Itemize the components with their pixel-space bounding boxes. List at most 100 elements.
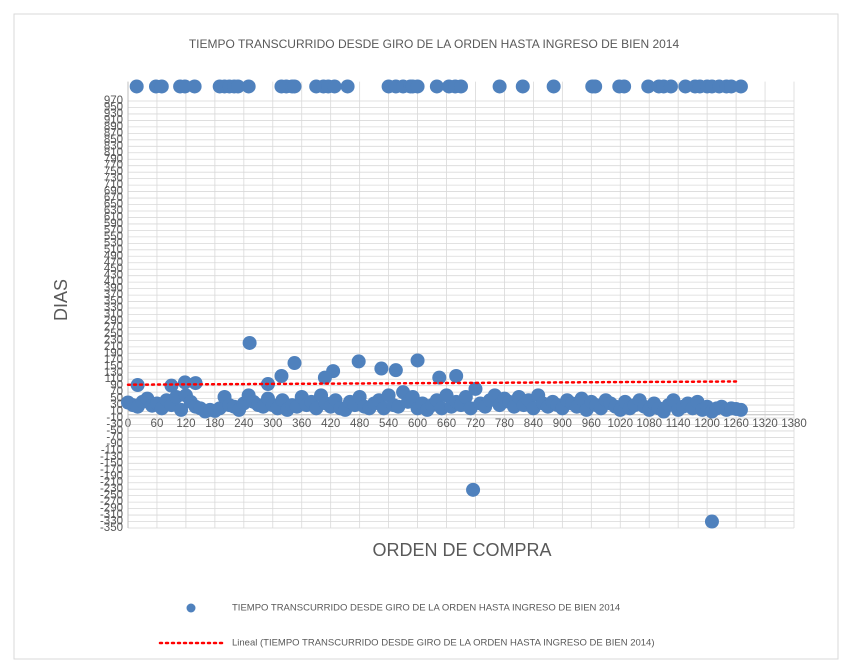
y-tick-label: 950: [104, 102, 123, 114]
point: [588, 79, 603, 94]
y-tick-label: 370: [104, 289, 123, 301]
legend-label: Lineal (TIEMPO TRANSCURRIDO DESDE GIRO D…: [232, 638, 655, 649]
y-tick-label: 550: [104, 231, 123, 243]
point: [287, 79, 302, 94]
y-tick-label: 750: [104, 166, 123, 178]
x-tick-label: 120: [176, 418, 195, 430]
y-tick-label: 130: [104, 367, 123, 379]
y-tick-label: 230: [104, 334, 123, 346]
y-tick-label: 870: [104, 127, 123, 139]
y-tick-label: 10: [110, 406, 123, 418]
y-tick-label: -190: [100, 470, 123, 482]
x-tick-label: 1020: [607, 418, 633, 430]
y-tick-label: -50: [106, 425, 123, 437]
x-tick-label: 1140: [666, 418, 691, 430]
trend-line: [126, 380, 740, 386]
y-tick-label: -90: [106, 438, 123, 450]
y-tick-label: -110: [101, 444, 123, 456]
x-tick-label: 780: [495, 418, 514, 430]
y-tick-label: 70: [110, 386, 123, 398]
y-tick-label: -70: [106, 431, 123, 443]
y-tick-label: -350: [100, 522, 123, 534]
x-tick-label: 840: [524, 418, 543, 430]
y-tick-label: 190: [104, 347, 123, 359]
y-tick-label: 970: [104, 95, 123, 107]
point: [130, 378, 145, 393]
y-tick-label: 670: [104, 192, 123, 204]
point: [458, 389, 473, 404]
y-tick-label: 310: [104, 309, 123, 321]
y-tick-label: 530: [104, 237, 123, 249]
point: [454, 79, 468, 94]
y-tick-label: 590: [104, 218, 123, 230]
legend-label: TIEMPO TRANSCURRIDO DESDE GIRO DE LA ORD…: [232, 603, 620, 614]
chart-title: TIEMPO TRANSCURRIDO DESDE GIRO DE LA ORD…: [189, 37, 680, 51]
y-tick-label: 610: [104, 211, 123, 223]
y-tick-label: -310: [100, 509, 123, 521]
point: [733, 402, 748, 417]
y-tick-label: 810: [104, 147, 123, 159]
point: [546, 79, 561, 94]
point: [432, 370, 447, 385]
x-tick-label: 360: [292, 418, 311, 430]
y-tick-label: 490: [104, 250, 123, 262]
y-tick-label: -130: [100, 451, 123, 463]
point: [174, 402, 189, 417]
point: [327, 79, 342, 94]
point: [317, 370, 332, 385]
x-tick-label: 300: [263, 418, 282, 430]
point: [129, 79, 144, 94]
y-tick-label: -210: [100, 477, 123, 489]
y-tick-label: 50: [110, 393, 123, 405]
point: [733, 79, 748, 94]
point: [187, 79, 202, 94]
x-tick-label: 180: [205, 418, 224, 430]
y-tick-label: 850: [104, 134, 123, 146]
point: [231, 79, 246, 94]
y-tick-label: 630: [104, 205, 123, 217]
y-tick-label: 110: [105, 373, 123, 385]
x-tick-label: 1380: [781, 418, 807, 430]
x-tick-label: 1260: [723, 418, 749, 430]
y-tick-label: -10: [106, 412, 123, 424]
y-tick-label: 730: [104, 173, 123, 185]
point: [678, 79, 693, 94]
y-tick-label: -290: [100, 503, 123, 515]
y-tick-label: 30: [110, 399, 123, 411]
x-tick-label: 660: [437, 418, 456, 430]
x-axis-label: ORDEN DE COMPRA: [372, 540, 551, 560]
y-tick-label: -270: [100, 496, 123, 508]
y-tick-label: 210: [104, 341, 123, 353]
point: [492, 79, 507, 94]
x-tick-label: 540: [379, 418, 398, 430]
point: [515, 79, 530, 94]
y-tick-label: 570: [104, 224, 123, 236]
y-tick-label: -330: [100, 516, 123, 528]
x-tick-label: 720: [466, 418, 485, 430]
x-tick-label: 1320: [752, 418, 778, 430]
x-tick-label: 600: [408, 418, 427, 430]
point: [466, 482, 481, 497]
y-tick-label: 770: [104, 160, 123, 172]
x-tick-label: 1200: [694, 418, 720, 430]
point: [410, 79, 425, 94]
point: [724, 79, 739, 94]
point: [241, 79, 256, 94]
y-tick-label: 690: [104, 186, 123, 198]
point: [340, 79, 355, 94]
x-tick-label: 900: [553, 418, 572, 430]
x-tick-label: 420: [321, 418, 340, 430]
y-tick-label: -170: [100, 464, 123, 476]
y-tick-label: -30: [106, 419, 123, 431]
y-tick-label: -250: [100, 490, 123, 502]
point: [704, 514, 719, 529]
y-tick-label: 510: [104, 244, 123, 256]
x-tick-label: 960: [582, 418, 601, 430]
point: [242, 335, 257, 350]
point: [177, 79, 192, 94]
point: [429, 79, 444, 94]
y-tick-label: -150: [100, 457, 123, 469]
y-tick-label: 250: [104, 328, 123, 340]
y-tick-label: 450: [104, 263, 123, 275]
y-tick-label: 90: [110, 380, 123, 392]
